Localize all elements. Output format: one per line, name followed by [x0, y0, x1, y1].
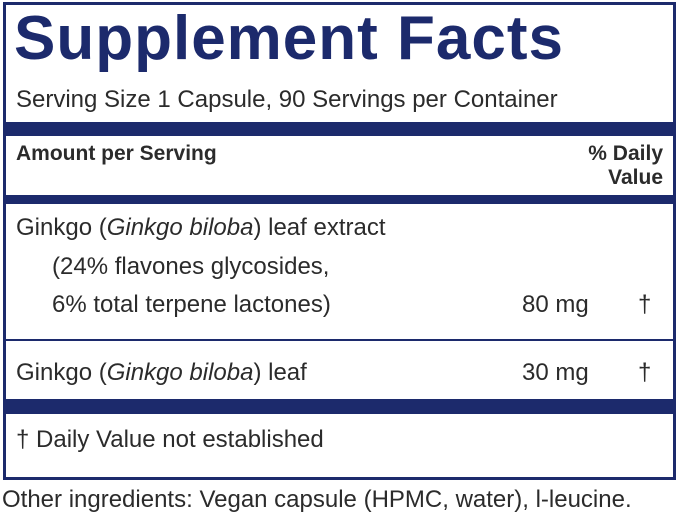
thick-rule — [6, 122, 673, 136]
medium-rule — [6, 195, 673, 204]
daily-value: † — [638, 359, 652, 386]
column-header: % Daily Value — [588, 142, 663, 189]
thick-rule — [6, 399, 673, 414]
ingredient-name: Ginkgo (Ginkgo biloba) leaf — [16, 359, 307, 387]
other-ingredients: Other ingredients: Vegan capsule (HPMC, … — [2, 486, 632, 513]
text: Ginkgo ( — [16, 214, 107, 241]
serving-size: Serving Size 1 Capsule, 90 Servings per … — [16, 86, 558, 113]
text: ) leaf — [253, 359, 307, 386]
latin-name: Ginkgo biloba — [106, 359, 254, 386]
ingredient-detail: (24% flavones glycosides, — [52, 253, 330, 280]
amount: 30 mg — [522, 359, 589, 386]
daily-value: † — [638, 291, 652, 318]
title: Supplement Facts — [14, 4, 564, 73]
latin-name: Ginkgo biloba — [106, 214, 254, 241]
text: Ginkgo ( — [16, 359, 107, 386]
label-border — [3, 2, 676, 480]
text: ) leaf extract — [253, 214, 386, 241]
column-header: Amount per Serving — [16, 142, 217, 165]
amount: 80 mg — [522, 291, 589, 318]
ingredient-detail: 6% total terpene lactones) — [52, 291, 331, 318]
ingredient-name: Ginkgo (Ginkgo biloba) leaf extract — [16, 214, 386, 242]
thin-rule — [6, 339, 673, 341]
footnote: † Daily Value not established — [16, 426, 324, 453]
